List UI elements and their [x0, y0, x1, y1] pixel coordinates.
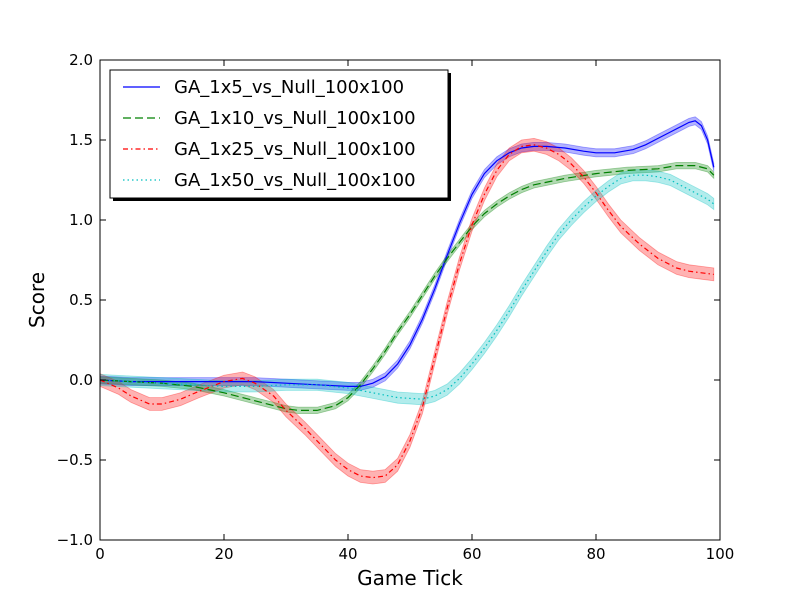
line-series-1: [99, 120, 715, 387]
y-tick-label: 0.0: [69, 371, 93, 389]
legend-label-3: GA_1x25_vs_Null_100x100: [174, 139, 416, 160]
x-axis-label: Game Tick: [357, 566, 463, 590]
legend-box: [109, 69, 449, 199]
band-series-1: [99, 116, 715, 391]
legend-label-4: GA_1x50_vs_Null_100x100: [174, 170, 416, 191]
line-series-4: [99, 174, 715, 400]
y-tick-label: 1.0: [69, 211, 93, 229]
y-tick-label: 2.0: [69, 51, 93, 69]
axis-ticks: 0 20 40 60 80 100 −1.0 −0.5 0.0 0.5 1.0 1.5 2.0: [57, 51, 735, 563]
x-tick-label: 100: [706, 545, 735, 563]
y-tick-label: 1.5: [69, 131, 93, 149]
y-tick-label: 0.5: [69, 291, 93, 309]
y-tick-label: −1.0: [57, 531, 93, 549]
series-lines: [99, 120, 715, 479]
x-tick-label: 40: [338, 545, 357, 563]
x-tick-label: 20: [214, 545, 233, 563]
y-axis-label: Score: [25, 272, 49, 328]
x-tick-label: 60: [462, 545, 481, 563]
x-tick-label: 80: [586, 545, 605, 563]
x-tick-label: 0: [95, 545, 105, 563]
y-tick-label: −0.5: [57, 451, 93, 469]
legend-label-2: GA_1x10_vs_Null_100x100: [174, 108, 416, 129]
band-series-3: [99, 137, 715, 485]
line-series-2: [99, 165, 715, 411]
legend-label-1: GA_1x5_vs_Null_100x100: [174, 77, 404, 98]
legend: GA_1x5_vs_Null_100x100 GA_1x10_vs_Null_10…: [109, 69, 451, 201]
